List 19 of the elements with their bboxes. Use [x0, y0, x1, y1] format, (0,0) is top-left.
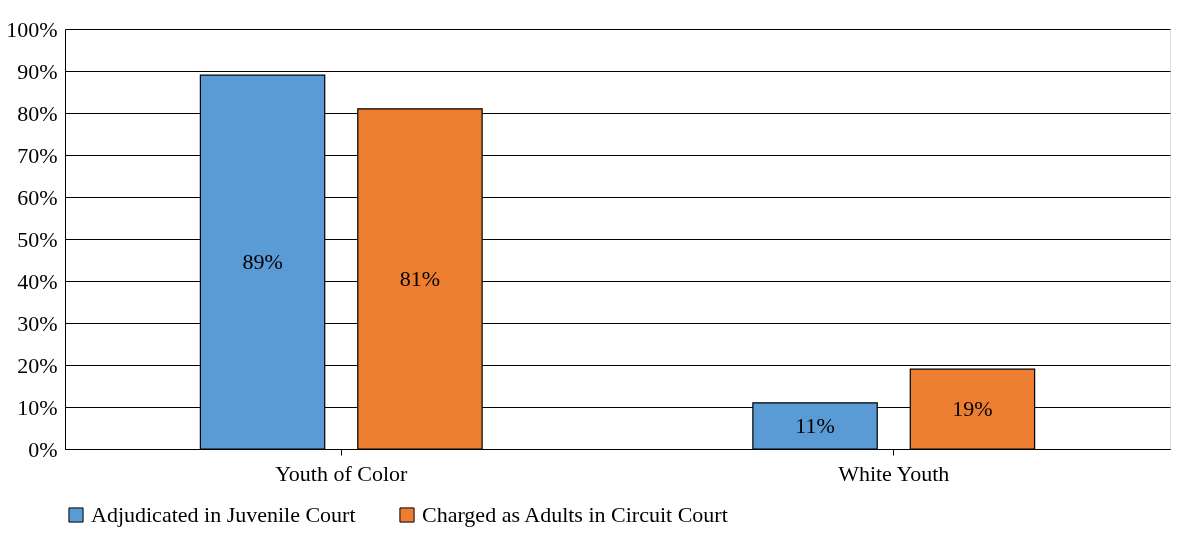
x-tick-label: Youth of Color	[275, 460, 409, 486]
y-tick-label: 40%	[17, 268, 58, 294]
y-tick-label: 80%	[17, 100, 58, 126]
data-label: 89%	[242, 249, 283, 275]
y-tick-label: 100%	[6, 16, 58, 42]
y-tick-label: 60%	[17, 184, 58, 210]
y-tick-label: 20%	[17, 352, 58, 378]
legend-label: Adjudicated in Juvenile Court	[91, 502, 356, 527]
y-tick-label: 50%	[17, 226, 58, 252]
y-tick-label: 10%	[17, 394, 58, 420]
y-tick-label: 70%	[17, 142, 58, 168]
y-tick-label: 30%	[17, 310, 58, 336]
y-tick-label: 90%	[17, 58, 58, 84]
legend-label: Charged as Adults in Circuit Court	[422, 502, 728, 527]
data-label: 11%	[795, 412, 835, 438]
y-tick-label: 0%	[28, 436, 58, 462]
data-label: 81%	[399, 265, 441, 291]
x-tick-label: White Youth	[838, 460, 950, 486]
data-label: 19%	[952, 396, 993, 422]
